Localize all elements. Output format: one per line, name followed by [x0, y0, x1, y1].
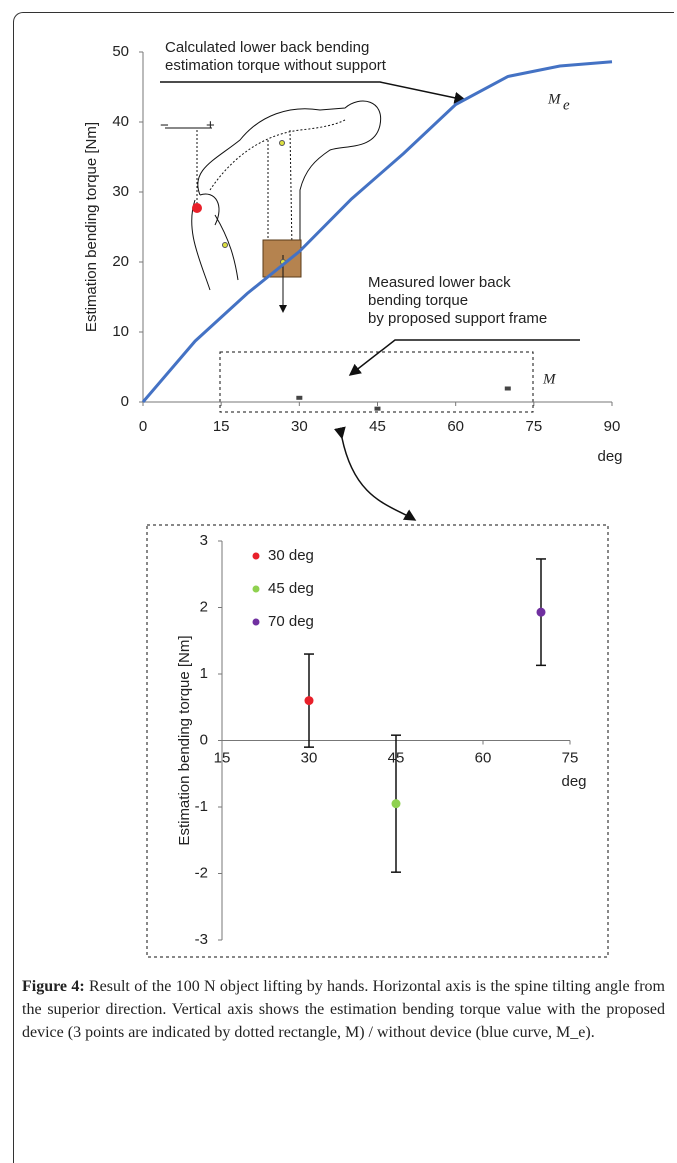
y-tick-label: 40 — [112, 113, 129, 130]
figure-label: Figure 4: — [22, 978, 85, 995]
x-tick-label: 0 — [139, 418, 147, 435]
caption: Figure 4: Result of the 100 N object lif… — [22, 975, 665, 1044]
legend-marker — [253, 553, 260, 560]
leader — [350, 340, 580, 375]
legend-label: 45 deg — [268, 580, 314, 597]
y-axis-label: Estimation bending torque [Nm] — [83, 122, 100, 332]
y-tick-label: 20 — [112, 253, 129, 270]
measured-point — [505, 386, 511, 390]
y-tick-label: 10 — [112, 323, 129, 340]
y-tick-label: -2 — [195, 864, 208, 881]
page: 010203040500153045607590degEstimation be… — [0, 0, 677, 1156]
legend-label: 70 deg — [268, 613, 314, 630]
curve-label-sub: e — [563, 97, 570, 113]
x-tick-label: 75 — [525, 418, 542, 435]
x-axis-label: deg — [597, 448, 622, 465]
x-tick-label: 75 — [562, 749, 579, 766]
y-tick-label: 0 — [121, 393, 129, 410]
y-tick-label: 50 — [112, 43, 129, 60]
legend-marker — [253, 619, 260, 626]
annotation: Measured lower back — [368, 274, 511, 291]
illustration — [165, 101, 381, 312]
y-tick-label: 0 — [200, 731, 208, 748]
points-box — [220, 352, 533, 412]
annotation: by proposed support frame — [368, 310, 547, 327]
annotation: Calculated lower back bending — [165, 39, 369, 56]
y-tick-label: 2 — [200, 598, 208, 615]
y-tick-label: -3 — [195, 931, 208, 948]
measured-point — [375, 407, 381, 411]
zoom-arrow — [342, 438, 415, 520]
annotation: estimation torque without support — [165, 57, 387, 74]
y-tick-label: 30 — [112, 183, 129, 200]
x-tick-label: 15 — [214, 749, 231, 766]
point — [392, 799, 401, 808]
measured-point — [296, 396, 302, 400]
points-label: M — [542, 371, 557, 387]
caption-text: Result of the 100 N object lifting by ha… — [22, 978, 665, 1041]
curve-label: M — [547, 91, 562, 107]
y-tick-label: -1 — [195, 798, 208, 815]
x-tick-label: 90 — [604, 418, 621, 435]
point — [305, 696, 314, 705]
x-tick-label: 60 — [447, 418, 464, 435]
x-tick-label: 45 — [369, 418, 386, 435]
sign: − — [160, 117, 169, 134]
y-tick-label: 3 — [200, 532, 208, 549]
legend-marker — [253, 586, 260, 593]
x-tick-label: 60 — [475, 749, 492, 766]
annotation: bending torque — [368, 292, 468, 309]
x-tick-label: 30 — [301, 749, 318, 766]
curve — [143, 62, 612, 402]
y-tick-label: 1 — [200, 665, 208, 682]
sign: + — [206, 117, 215, 134]
x-axis-label: deg — [561, 773, 586, 790]
x-tick-label: 15 — [213, 418, 230, 435]
y-axis-label: Estimation bending torque [Nm] — [176, 635, 193, 845]
point — [537, 608, 546, 617]
legend-label: 30 deg — [268, 547, 314, 564]
x-tick-label: 30 — [291, 418, 308, 435]
leader — [160, 82, 465, 100]
